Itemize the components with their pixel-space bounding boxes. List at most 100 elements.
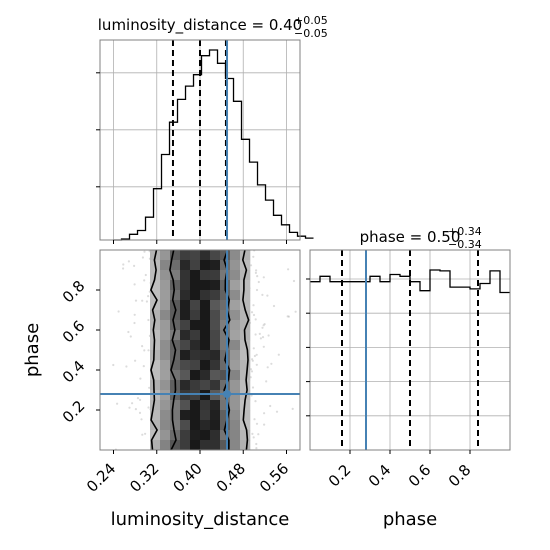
density-cell <box>230 350 241 361</box>
density-cell <box>170 290 181 301</box>
scatter-point <box>136 397 140 400</box>
density-cell <box>240 320 251 331</box>
density-cell <box>150 310 161 321</box>
density-cell <box>220 380 231 391</box>
density-cell <box>240 430 251 441</box>
scatter-point <box>286 315 289 318</box>
density-cell <box>220 320 231 331</box>
density-cell <box>180 420 191 431</box>
density-cell <box>240 370 251 381</box>
scatter-point <box>251 359 254 362</box>
scatter-point <box>252 304 255 307</box>
scatter-point <box>133 313 136 316</box>
density-cell <box>230 330 241 341</box>
density-cell <box>190 420 201 431</box>
density-cell <box>230 320 241 331</box>
density-cell <box>210 400 221 411</box>
density-cell <box>180 250 191 261</box>
scatter-point <box>287 315 290 318</box>
scatter-point <box>142 365 145 368</box>
x-axis-title-phase: phase <box>383 509 437 530</box>
scatter-point <box>141 433 144 436</box>
density-cell <box>230 250 241 261</box>
density-cell <box>230 440 241 450</box>
density-cell <box>220 400 231 411</box>
scatter-point <box>147 295 150 298</box>
truth-marker <box>223 390 232 398</box>
scatter-point <box>128 406 131 409</box>
scatter-point <box>257 280 260 284</box>
density-cell <box>180 370 191 381</box>
density-cell <box>170 440 181 450</box>
density-cell <box>210 420 221 431</box>
density-cell <box>170 270 181 281</box>
density-cell <box>170 320 181 331</box>
density-cell <box>190 430 201 441</box>
density-cell <box>150 390 161 401</box>
scatter-point <box>127 260 130 263</box>
phase-histogram-frame <box>309 249 511 451</box>
density-cell <box>230 420 241 431</box>
density-cell <box>200 280 211 291</box>
density-cell <box>150 400 161 411</box>
scatter-point <box>253 354 256 358</box>
contour-line <box>241 250 250 450</box>
scatter-point <box>258 332 261 335</box>
scatter-point <box>143 250 146 253</box>
density-cell <box>160 260 171 271</box>
density-cell <box>180 280 191 291</box>
scatter-point <box>139 398 142 401</box>
scatter-point <box>262 345 265 348</box>
density-cell <box>240 310 251 321</box>
density-cell <box>200 270 211 281</box>
density-cell <box>150 370 161 381</box>
density-cell <box>190 250 201 261</box>
phase-y-tick-label: 0.4 <box>59 357 89 387</box>
density-cell <box>150 380 161 391</box>
luminosity-distance-x-tick-label: 0.56 <box>256 459 292 495</box>
density-cell <box>220 370 231 381</box>
density-cell <box>180 430 191 441</box>
density-cell <box>190 360 201 371</box>
contour-line <box>150 250 159 450</box>
density-cell <box>160 410 171 421</box>
scatter-point <box>250 370 254 373</box>
density-cell <box>240 380 251 391</box>
density-cell <box>190 330 201 341</box>
density-cell <box>210 290 221 301</box>
density-cell <box>180 260 191 271</box>
density-cell <box>220 360 231 371</box>
scatter-point <box>277 353 280 356</box>
scatter-point <box>141 256 144 259</box>
density-cell <box>200 370 211 381</box>
scatter-point <box>140 418 143 421</box>
density-cell <box>190 260 201 271</box>
scatter-point <box>261 326 264 329</box>
density-cell <box>210 370 221 381</box>
scatter-point <box>263 423 266 426</box>
scatter-point <box>255 288 259 292</box>
density-cell <box>210 330 221 341</box>
scatter-point <box>112 363 115 367</box>
scatter-point <box>116 402 119 405</box>
density-cell <box>200 360 211 371</box>
density-cell <box>230 430 241 441</box>
scatter-point <box>129 335 132 338</box>
density-cell <box>190 350 201 361</box>
density-cell <box>200 320 211 331</box>
density-cell <box>180 290 191 301</box>
scatter-point <box>287 268 290 271</box>
x-axis-title-luminosity-distance: luminosity_distance <box>111 509 290 530</box>
scatter-point <box>133 321 136 325</box>
density-cell <box>200 410 211 421</box>
density-cell <box>190 280 201 291</box>
scatter-point <box>320 391 322 393</box>
density-cell <box>190 390 201 401</box>
luminosity-distance-title-upper: +0.05 <box>294 14 328 27</box>
density-cell <box>190 340 201 351</box>
density-cell <box>170 400 181 411</box>
density-cell <box>190 440 201 450</box>
density-cell <box>180 310 191 321</box>
phase-y-tick-label: 0.2 <box>59 397 89 427</box>
